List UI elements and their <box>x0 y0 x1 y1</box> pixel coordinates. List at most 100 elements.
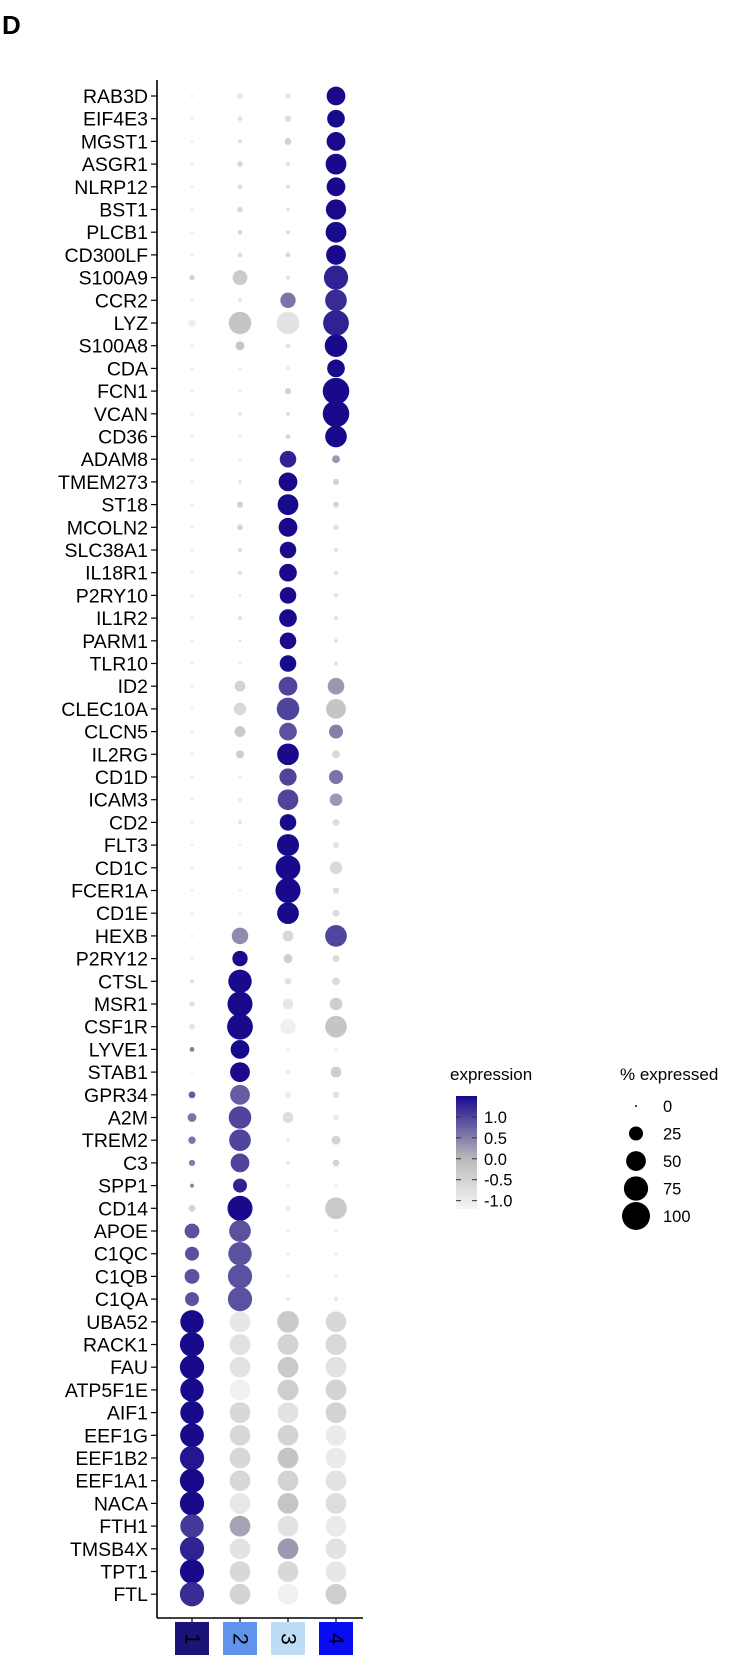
gene-label-cd1c: CD1C <box>95 858 148 880</box>
dot-parm1-cluster-1 <box>190 639 194 643</box>
dot-atp5f1e-cluster-1 <box>180 1378 204 1402</box>
dot-fcn1-cluster-1 <box>190 389 194 393</box>
gene-label-asgr1: ASGR1 <box>82 154 148 176</box>
dot-c3-cluster-4 <box>332 1159 340 1167</box>
dot-flt3-cluster-1 <box>190 843 194 847</box>
dot-msr1-cluster-4 <box>329 997 343 1011</box>
dot-ftl-cluster-4 <box>325 1583 347 1605</box>
dot-tmem273-cluster-4 <box>332 478 340 486</box>
dot-hexb-cluster-2 <box>231 927 249 945</box>
dot-cd1d-cluster-3 <box>279 768 297 786</box>
dot-stab1-cluster-4 <box>330 1066 342 1078</box>
gene-label-fcn1: FCN1 <box>97 381 148 403</box>
gene-label-plcb1: PLCB1 <box>86 222 148 244</box>
cluster-box-1 <box>175 1622 209 1655</box>
dot-mcoln2-cluster-2 <box>237 524 243 531</box>
dot-cd14-cluster-1 <box>188 1204 196 1212</box>
dot-tmem273-cluster-2 <box>238 479 242 484</box>
dot-clec10a-cluster-4 <box>326 699 346 719</box>
dot-stab1-cluster-2 <box>230 1062 250 1082</box>
cluster-labels: 1 2 3 4 <box>175 1622 353 1655</box>
dot-eef1b2-cluster-4 <box>325 1447 347 1469</box>
dot-mgst1-cluster-4 <box>326 132 346 151</box>
dot-fau-cluster-4 <box>325 1356 347 1378</box>
dot-aif1-cluster-1 <box>180 1400 204 1425</box>
dot-lyz-cluster-2 <box>228 311 252 335</box>
dot-a2m-cluster-4 <box>333 1114 339 1121</box>
dot-lyve1-cluster-4 <box>334 1048 338 1051</box>
gene-label-rab3d: RAB3D <box>83 86 148 108</box>
gene-label-clcn5: CLCN5 <box>84 722 148 744</box>
dot-cd14-cluster-3 <box>284 1205 292 1212</box>
dot-cd300lf-cluster-2 <box>237 252 243 258</box>
colorbar-tick-label: 1.0 <box>484 1109 507 1127</box>
dot-ftl-cluster-2 <box>229 1583 251 1605</box>
dot-eif4e3-cluster-2 <box>237 116 243 122</box>
gene-label-ctsl: CTSL <box>98 971 148 993</box>
dot-aif1-cluster-3 <box>277 1402 299 1423</box>
dot-cd1e-cluster-4 <box>332 909 340 917</box>
gene-label-vcan: VCAN <box>94 404 148 426</box>
dot-il18r1-cluster-4 <box>334 570 338 575</box>
dot-fcn1-cluster-4 <box>322 377 350 405</box>
dot-il2rg-cluster-1 <box>190 752 194 756</box>
dot-s100a9-cluster-3 <box>286 275 290 280</box>
dot-slc38a1-cluster-1 <box>190 548 194 552</box>
dot-cd1e-cluster-3 <box>277 902 299 925</box>
dot-c3-cluster-3 <box>286 1160 290 1165</box>
dot-clcn5-cluster-4 <box>329 724 343 739</box>
size-legend-label: 75 <box>663 1181 681 1199</box>
dot-eif4e3-cluster-1 <box>190 117 194 121</box>
gene-label-p2ry12: P2RY12 <box>76 949 148 971</box>
gene-label-ccr2: CCR2 <box>95 290 148 312</box>
dot-c1qb-cluster-2 <box>227 1264 253 1289</box>
gene-label-cd300lf: CD300LF <box>65 245 149 267</box>
dot-cda-cluster-3 <box>286 366 290 371</box>
expression-legend: expression 1.0 0.5 0.0 -0.5 -1.0 <box>450 1065 532 1211</box>
dot-vcan-cluster-1 <box>190 412 194 416</box>
dot-fau-cluster-1 <box>179 1355 205 1380</box>
dot-parm1-cluster-4 <box>334 638 338 643</box>
gene-label-c1qc: C1QC <box>94 1244 148 1266</box>
dot-eif4e3-cluster-4 <box>327 109 345 128</box>
dot-eef1a1-cluster-1 <box>179 1468 205 1493</box>
gene-label-p2ry10: P2RY10 <box>76 585 148 607</box>
dot-cd2-cluster-3 <box>279 814 297 831</box>
dot-cda-cluster-1 <box>190 367 194 370</box>
dot-trem2-cluster-2 <box>229 1129 251 1152</box>
dot-fth1-cluster-1 <box>180 1514 204 1538</box>
dot-fth1-cluster-2 <box>229 1515 251 1537</box>
dot-s100a8-cluster-2 <box>235 341 245 351</box>
dot-ctsl-cluster-4 <box>332 977 340 986</box>
gene-label-fau: FAU <box>110 1357 148 1379</box>
gene-label-s100a9: S100A9 <box>79 268 148 290</box>
size-legend-dot-75 <box>623 1176 649 1201</box>
cluster-label-3: 3 <box>277 1633 300 1645</box>
dot-lyve1-cluster-1 <box>189 1046 195 1052</box>
dot-rab3d-cluster-1 <box>190 94 194 98</box>
dot-a2m-cluster-3 <box>282 1112 294 1123</box>
gene-label-c3: C3 <box>123 1153 148 1175</box>
dot-bst1-cluster-2 <box>237 206 243 213</box>
dot-nlrp12-cluster-3 <box>286 184 290 189</box>
dot-a2m-cluster-1 <box>187 1113 197 1122</box>
dot-uba52-cluster-2 <box>229 1311 251 1333</box>
cluster-label-2: 2 <box>229 1633 252 1645</box>
gene-label-gpr34: GPR34 <box>84 1085 148 1107</box>
dot-nlrp12-cluster-1 <box>190 185 194 189</box>
dot-c1qc-cluster-4 <box>334 1252 338 1256</box>
dot-rab3d-cluster-2 <box>237 93 243 99</box>
dot-icam3-cluster-4 <box>329 793 343 806</box>
dot-il1r2-cluster-3 <box>279 609 297 627</box>
dot-spp1-cluster-4 <box>334 1184 338 1187</box>
dot-vcan-cluster-4 <box>322 400 350 428</box>
gene-label-tmsb4x: TMSB4X <box>70 1539 148 1561</box>
dot-ccr2-cluster-4 <box>325 289 347 312</box>
dot-cd300lf-cluster-3 <box>285 252 291 258</box>
dot-stab1-cluster-1 <box>190 1070 194 1074</box>
cluster-box-4 <box>319 1622 353 1655</box>
dot-eef1b2-cluster-1 <box>179 1445 205 1471</box>
dot-rack1-cluster-2 <box>229 1334 251 1355</box>
gene-label-id2: ID2 <box>118 676 148 698</box>
dot-p2ry10-cluster-1 <box>190 594 194 597</box>
